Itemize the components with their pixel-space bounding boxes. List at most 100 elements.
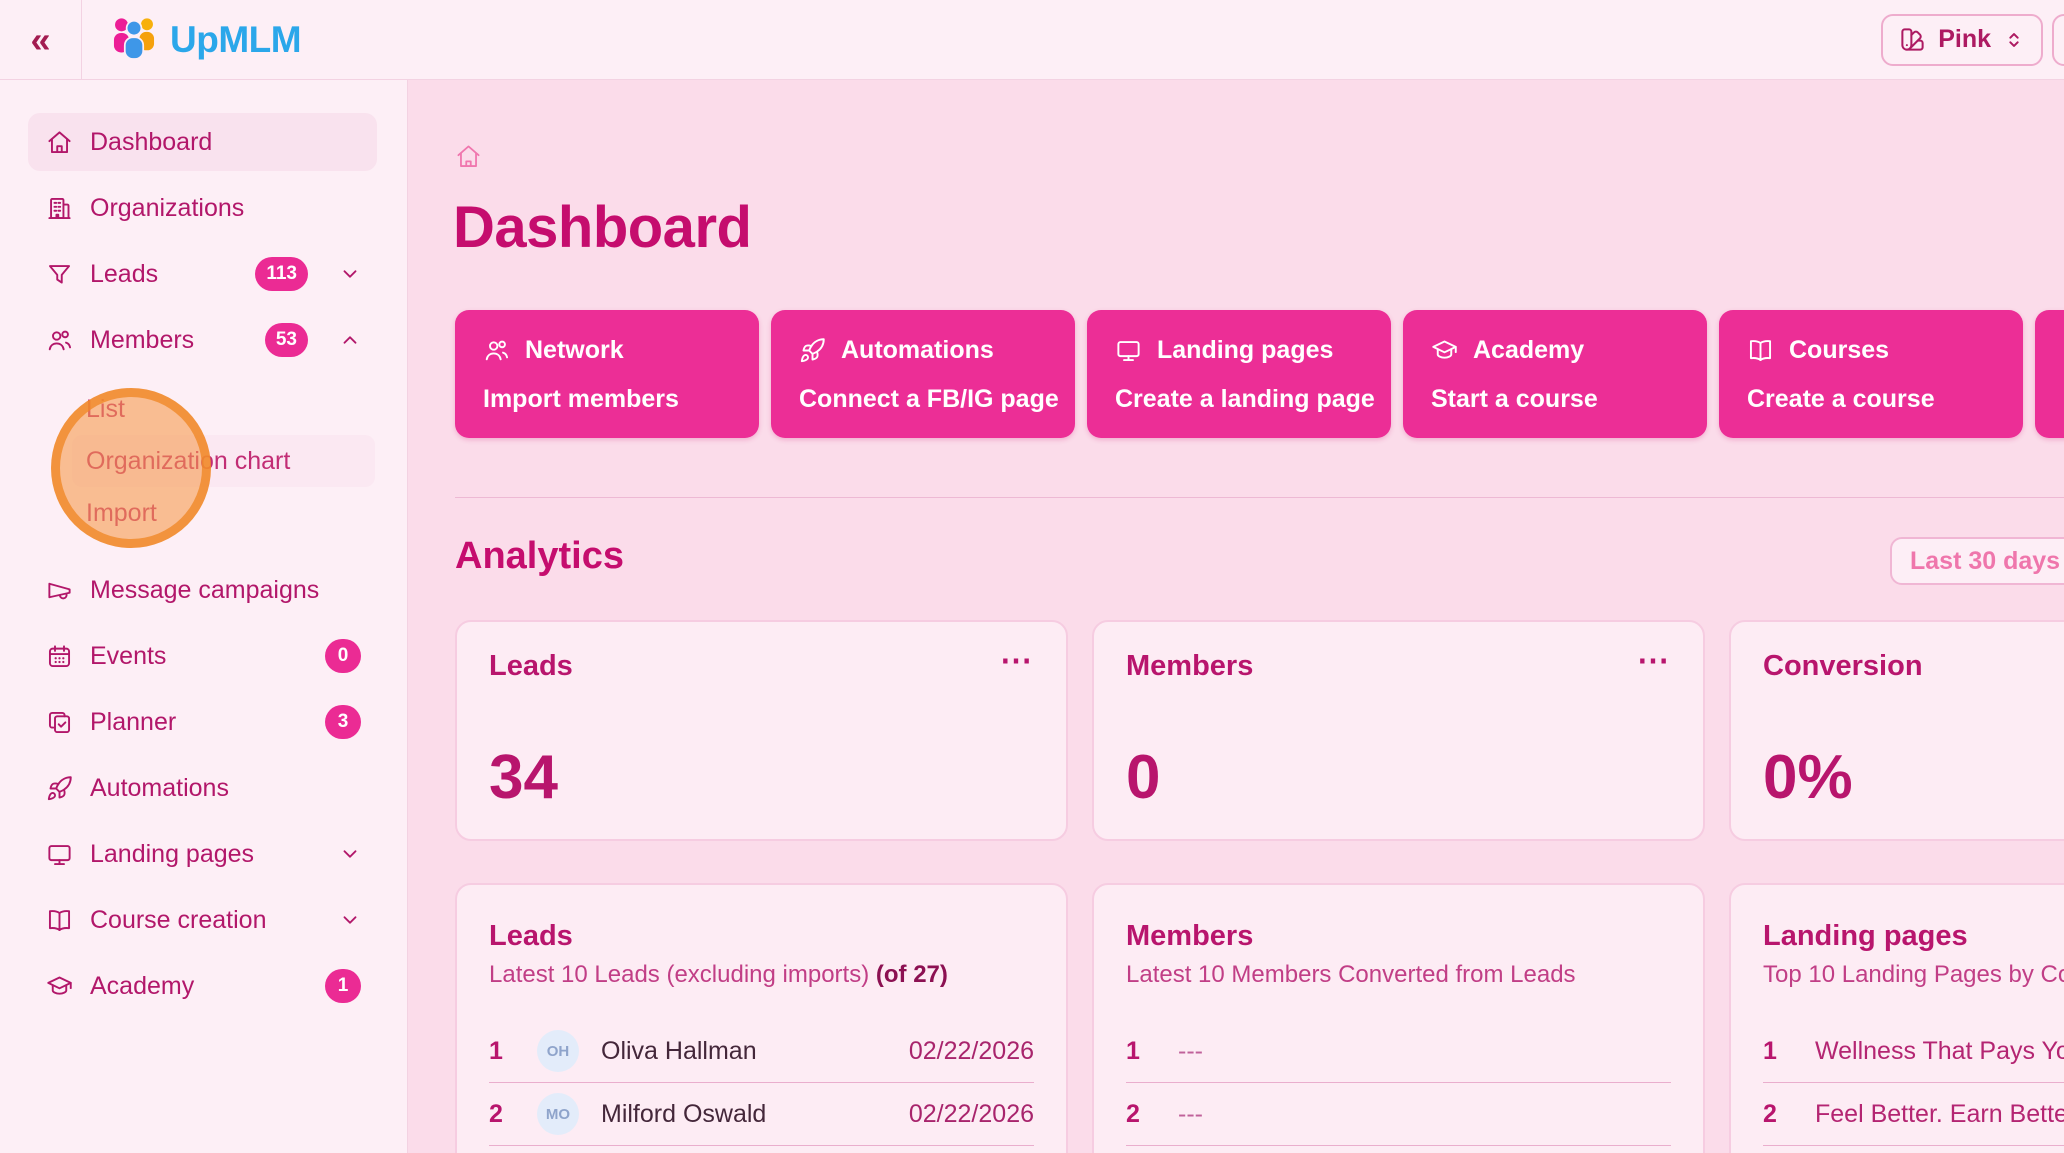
- row-date: 02/22/2026: [908, 1099, 1034, 1128]
- list-row[interactable]: 1 OH Oliva Hallman 02/22/2026: [489, 1020, 1034, 1082]
- list-card-leads: Leads Latest 10 Leads (excluding imports…: [455, 883, 1068, 1153]
- list-subtitle: Top 10 Landing Pages by Conversion: [1763, 961, 2064, 988]
- quick-action-subtitle: Create a course: [1747, 385, 1935, 413]
- quick-action-academy[interactable]: Academy Start a course: [1403, 310, 1707, 438]
- chevron-up-icon[interactable]: [339, 329, 361, 351]
- date-range-selector[interactable]: Last 30 days 01/2: [1890, 537, 2064, 585]
- list-row[interactable]: 1 ---: [1126, 1020, 1671, 1082]
- submenu-item-organization-chart[interactable]: Organization chart: [72, 435, 375, 487]
- list-row[interactable]: 1 Wellness That Pays You Back: [1763, 1020, 2064, 1082]
- ellipsis-menu-icon[interactable]: ⋯: [1000, 642, 1034, 678]
- row-divider: [489, 1145, 1034, 1146]
- megaphone-icon: [46, 577, 73, 604]
- sidebar-item-members[interactable]: Members 53: [28, 311, 377, 369]
- list-subtitle: Latest 10 Leads (excluding imports) (of …: [489, 961, 948, 988]
- ellipsis-menu-icon[interactable]: ⋯: [1637, 642, 1671, 678]
- page-title: Dashboard: [453, 195, 752, 260]
- analytics-heading: Analytics: [455, 535, 624, 577]
- quick-action-title: Courses: [1789, 336, 1890, 364]
- row-number: 1: [1763, 1036, 1777, 1065]
- row-number: 2: [1763, 1099, 1777, 1128]
- quick-action-subtitle: Start a course: [1431, 385, 1598, 413]
- academy-count-badge: 1: [325, 969, 361, 1003]
- sidebar-item-label: Automations: [90, 773, 229, 802]
- row-name: ---: [1178, 1036, 1203, 1065]
- row-name: Feel Better. Earn Better.: [1815, 1099, 2064, 1128]
- row-number: 2: [489, 1099, 503, 1128]
- sidebar-item-course-creation[interactable]: Course creation: [28, 891, 377, 949]
- submenu-item-label: List: [86, 394, 125, 423]
- sidebar-item-landing-pages[interactable]: Landing pages: [28, 825, 377, 883]
- quick-action-network[interactable]: Network Import members: [455, 310, 759, 438]
- list-row[interactable]: 2 ---: [1126, 1083, 1671, 1145]
- chevron-down-icon[interactable]: [339, 843, 361, 865]
- calendar-icon: [46, 643, 73, 670]
- sidebar-item-leads[interactable]: Leads 113: [28, 245, 377, 303]
- sidebar-item-planner[interactable]: Planner 3: [28, 693, 377, 751]
- people-logo-icon: [108, 14, 160, 66]
- events-count-badge: 0: [325, 639, 361, 673]
- list-title: Members: [1126, 920, 1254, 952]
- quick-action-subtitle: Create a landing page: [1115, 385, 1375, 413]
- stat-value: 34: [489, 743, 558, 812]
- leads-count-badge: 113: [255, 257, 308, 291]
- list-row[interactable]: 2 Feel Better. Earn Better.: [1763, 1083, 2064, 1145]
- sidebar-item-dashboard[interactable]: Dashboard: [28, 113, 377, 171]
- chevron-down-icon[interactable]: [339, 909, 361, 931]
- sidebar-item-label: Academy: [90, 971, 195, 1000]
- book-icon: [46, 907, 73, 934]
- members-count-badge: 53: [264, 323, 308, 357]
- swatch-book-icon: [1899, 26, 1926, 53]
- list-title: Leads: [489, 920, 573, 952]
- quick-action-landing-pages[interactable]: Landing pages Create a landing page: [1087, 310, 1391, 438]
- partial-header-button[interactable]: [2052, 14, 2064, 66]
- list-subtitle: Latest 10 Members Converted from Leads: [1126, 961, 1576, 988]
- date-range-preset: Last 30 days: [1910, 546, 2061, 575]
- planner-icon: [46, 709, 73, 736]
- sidebar-item-label: Events: [90, 641, 167, 670]
- chevron-down-icon[interactable]: [339, 263, 361, 285]
- sidebar-item-label: Message campaigns: [90, 575, 320, 604]
- sidebar-item-label: Organizations: [90, 193, 245, 222]
- breadcrumb-home-icon[interactable]: [455, 143, 482, 170]
- list-card-members: Members Latest 10 Members Converted from…: [1092, 883, 1705, 1153]
- submenu-item-import[interactable]: Import: [72, 487, 375, 539]
- sidebar-item-automations[interactable]: Automations: [28, 759, 377, 817]
- stat-card-members: Members ⋯ 0: [1092, 620, 1705, 841]
- monitor-icon: [46, 841, 73, 868]
- brand-logo[interactable]: UpMLM: [108, 14, 302, 66]
- quick-action-subtitle: Connect a FB/IG page: [799, 385, 1059, 413]
- list-subtitle-count: (of 27): [875, 961, 948, 988]
- sidebar-item-events[interactable]: Events 0: [28, 627, 377, 685]
- row-number: 1: [489, 1036, 503, 1065]
- sidebar-item-label: Landing pages: [90, 839, 255, 868]
- quick-action-title: Academy: [1473, 336, 1585, 364]
- sidebar-item-organizations[interactable]: Organizations: [28, 179, 377, 237]
- members-submenu: List Organization chart Import: [0, 383, 407, 539]
- sidebar-item-label: Leads: [90, 259, 159, 288]
- quick-action-courses[interactable]: Courses Create a course: [1719, 310, 2023, 438]
- theme-selector-label: Pink: [1938, 25, 1991, 53]
- academy-icon: [46, 973, 73, 1000]
- rocket-icon: [799, 337, 826, 364]
- stat-value: 0%: [1763, 743, 1853, 812]
- row-name: Milford Oswald: [601, 1099, 767, 1128]
- sidebar-item-message-campaigns[interactable]: Message campaigns: [28, 561, 377, 619]
- sidebar: Dashboard Organizations Leads 113: [0, 80, 408, 1153]
- sidebar-item-label: Course creation: [90, 905, 267, 934]
- sidebar-item-academy[interactable]: Academy 1: [28, 957, 377, 1015]
- row-number: 2: [1126, 1099, 1140, 1128]
- building-icon: [46, 195, 73, 222]
- quick-action-automations[interactable]: Automations Connect a FB/IG page: [771, 310, 1075, 438]
- quick-action-title: Network: [525, 336, 624, 364]
- analytics-stats-row: Leads ⋯ 34 Members ⋯ 0 Conversion ⋯ 0%: [455, 620, 2064, 841]
- list-card-landing-pages: Landing pages Top 10 Landing Pages by Co…: [1729, 883, 2064, 1153]
- quick-action-partial[interactable]: C: [2035, 310, 2064, 438]
- submenu-item-label: Organization chart: [86, 446, 291, 475]
- sidebar-collapse-button[interactable]: «: [0, 0, 82, 80]
- row-name: ---: [1178, 1099, 1203, 1128]
- theme-selector[interactable]: Pink: [1881, 13, 2043, 66]
- stat-card-conversion: Conversion ⋯ 0%: [1729, 620, 2064, 841]
- list-row[interactable]: 2 MO Milford Oswald 02/22/2026: [489, 1083, 1034, 1145]
- submenu-item-list[interactable]: List: [72, 383, 375, 435]
